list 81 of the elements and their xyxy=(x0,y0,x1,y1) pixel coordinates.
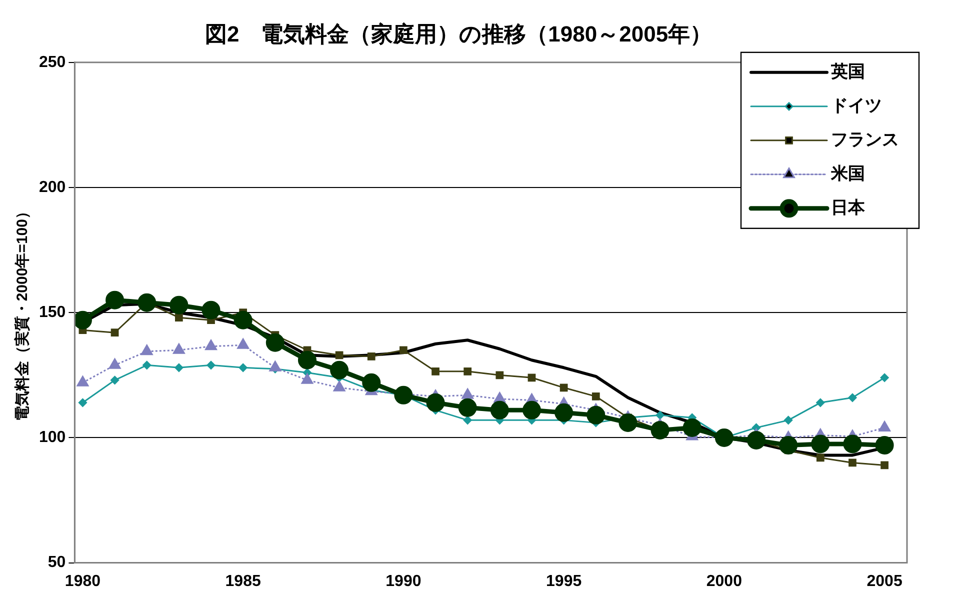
point xyxy=(592,392,600,400)
point xyxy=(522,400,541,420)
point xyxy=(205,340,217,350)
x-tick-label: 1990 xyxy=(386,572,422,590)
y-tick-label: 150 xyxy=(38,304,66,322)
point xyxy=(298,350,316,370)
y-axis-title: 電気料金（実質・2000年=100） xyxy=(13,204,32,422)
point xyxy=(462,388,474,399)
point xyxy=(301,373,314,384)
y-tick-label: 200 xyxy=(38,178,66,196)
point xyxy=(779,436,798,454)
x-tick-label: 1995 xyxy=(546,572,582,590)
point xyxy=(394,386,413,404)
point xyxy=(106,290,124,310)
point xyxy=(362,373,381,392)
point xyxy=(490,400,509,420)
point xyxy=(464,367,472,376)
y-tick-label: 100 xyxy=(38,429,66,446)
x-tick-label: 2000 xyxy=(706,572,742,590)
y-tick-label: 50 xyxy=(48,554,66,572)
point xyxy=(76,376,89,386)
point xyxy=(848,393,857,402)
point xyxy=(528,374,536,382)
point xyxy=(172,343,185,354)
legend-label: 英国 xyxy=(830,62,865,82)
point xyxy=(747,430,766,450)
point xyxy=(237,338,250,349)
point xyxy=(458,398,477,417)
point xyxy=(656,410,664,420)
point xyxy=(234,310,252,330)
point xyxy=(463,416,472,424)
point xyxy=(333,380,346,392)
point xyxy=(650,420,670,440)
point xyxy=(426,393,445,412)
point xyxy=(335,351,344,360)
point xyxy=(74,310,92,330)
point xyxy=(108,358,121,369)
point xyxy=(110,328,119,337)
x-tick-label: 2005 xyxy=(866,572,902,590)
point xyxy=(880,373,889,382)
point xyxy=(811,434,830,454)
point xyxy=(238,363,248,372)
point xyxy=(78,398,87,407)
point xyxy=(618,413,638,432)
point xyxy=(140,344,153,356)
point xyxy=(848,458,856,467)
point xyxy=(816,454,824,462)
point xyxy=(174,363,184,372)
point xyxy=(142,360,152,370)
point xyxy=(682,418,702,437)
point xyxy=(269,360,282,372)
point xyxy=(714,428,734,447)
point xyxy=(202,300,220,320)
point xyxy=(843,434,862,454)
point xyxy=(330,360,349,380)
point xyxy=(206,360,216,370)
point xyxy=(880,461,888,470)
legend-label: 米国 xyxy=(830,164,865,184)
chart-title: 図2 電気料金（家庭用）の推移（1980～2005年） xyxy=(204,21,712,46)
point xyxy=(367,352,376,360)
legend-label: フランス xyxy=(831,130,899,150)
point xyxy=(266,333,284,352)
point xyxy=(554,403,574,422)
point xyxy=(110,376,120,384)
point xyxy=(816,398,825,407)
point xyxy=(432,367,440,376)
point xyxy=(400,346,408,354)
legend-label: 日本 xyxy=(831,198,866,218)
point xyxy=(138,293,156,312)
y-tick-label: 250 xyxy=(38,54,66,71)
x-tick-label: 1985 xyxy=(225,572,261,590)
point xyxy=(496,371,504,380)
x-tick-label: 1980 xyxy=(64,572,101,590)
point xyxy=(560,384,568,392)
point xyxy=(170,296,188,314)
point xyxy=(784,416,793,424)
point xyxy=(175,314,183,322)
point xyxy=(875,436,894,454)
point xyxy=(878,420,890,432)
legend-label: ドイツ xyxy=(831,96,882,116)
point xyxy=(586,406,606,424)
